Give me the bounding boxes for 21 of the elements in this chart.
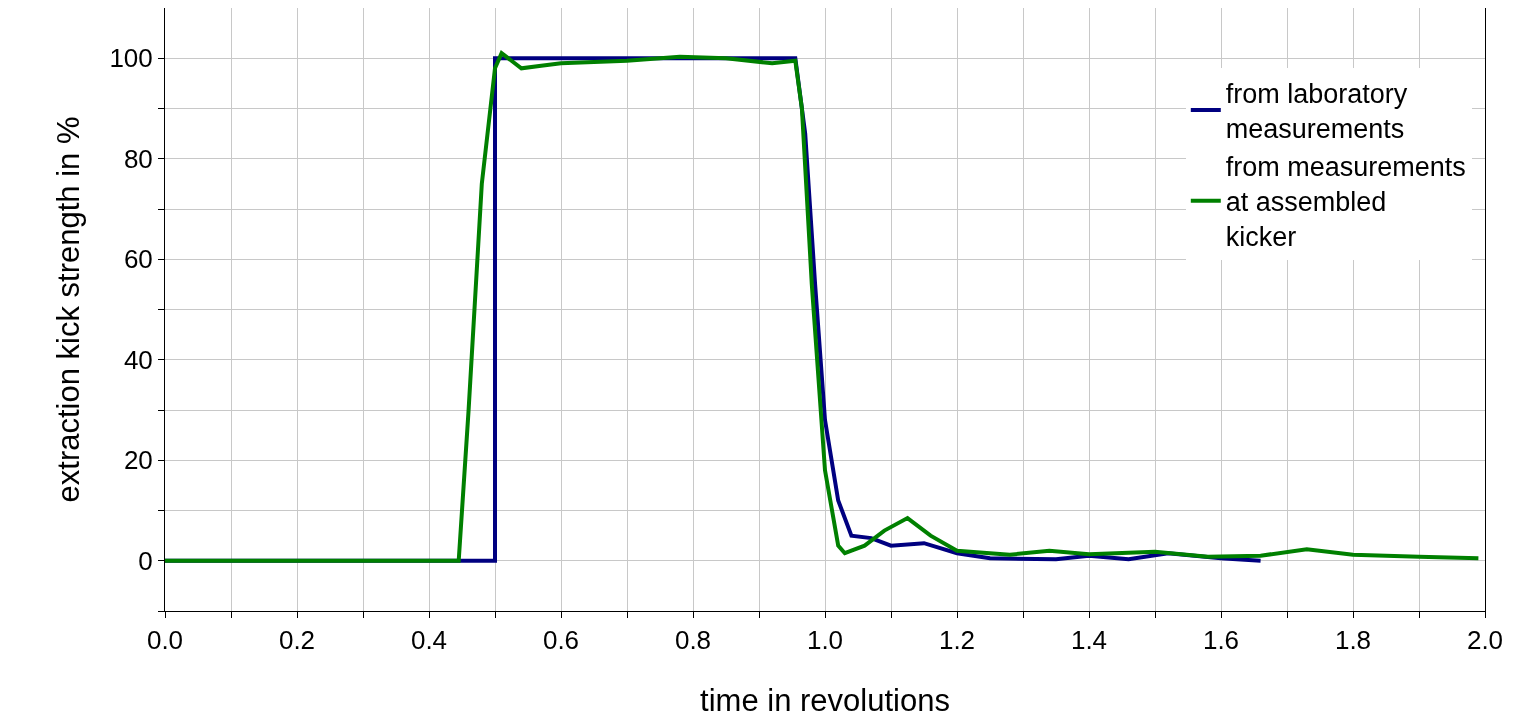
x-tick-label: 1.0 <box>806 625 844 656</box>
legend-label: from measurements at assembled kicker <box>1225 152 1466 253</box>
y-tick-label: 0 <box>138 545 153 576</box>
x-axis-title: time in revolutions <box>700 683 950 719</box>
x-tick-label: 0.8 <box>674 625 712 656</box>
y-axis-title: extraction kick strength in % <box>51 116 87 503</box>
y-tick-label: 60 <box>123 244 153 275</box>
x-tick-label: 1.8 <box>1334 625 1372 656</box>
x-tick-label: 1.6 <box>1202 625 1240 656</box>
x-tick-label: 0.6 <box>542 625 580 656</box>
y-tick-label: 100 <box>109 43 153 74</box>
y-tick-label: 40 <box>123 344 153 375</box>
line-series <box>165 51 1481 563</box>
y-tick-label: 20 <box>123 445 153 476</box>
x-tick-label: 0.0 <box>146 625 184 656</box>
y-tick-label: 80 <box>123 143 153 174</box>
x-tick-label: 0.2 <box>278 625 316 656</box>
x-tick-label: 2.0 <box>1466 625 1504 656</box>
x-tick-label: 1.4 <box>1070 625 1108 656</box>
x-tick-label: 0.4 <box>410 625 448 656</box>
x-tick-label: 1.2 <box>938 625 976 656</box>
